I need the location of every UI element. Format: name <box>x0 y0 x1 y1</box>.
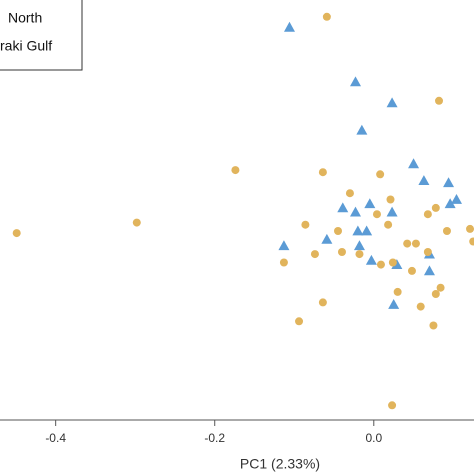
point <box>322 12 331 21</box>
point <box>386 206 398 217</box>
point <box>352 225 364 236</box>
point <box>295 317 304 326</box>
x-tick-label: -0.4 <box>45 431 66 445</box>
point <box>403 239 412 248</box>
legend-box <box>0 0 83 71</box>
point <box>423 265 435 276</box>
point <box>444 198 456 209</box>
point <box>278 240 290 251</box>
point <box>318 168 327 177</box>
point <box>364 198 376 209</box>
point <box>435 96 444 105</box>
point <box>334 227 343 235</box>
point <box>376 170 385 179</box>
x-tick-label: 0.0 <box>365 431 382 445</box>
point <box>337 202 349 213</box>
point <box>423 248 432 256</box>
point <box>376 260 385 269</box>
point <box>388 401 397 410</box>
point <box>301 220 310 229</box>
point <box>466 224 474 233</box>
point <box>388 299 400 309</box>
point <box>388 258 397 267</box>
x-tick-label: -0.2 <box>204 431 225 445</box>
point <box>411 239 420 248</box>
point <box>231 166 240 175</box>
point <box>431 203 440 212</box>
point <box>429 321 438 330</box>
legend-label: North <box>8 10 42 26</box>
point <box>451 194 463 204</box>
legend-label: raki Gulf <box>0 38 52 54</box>
point <box>356 124 368 135</box>
point <box>310 250 319 259</box>
point <box>12 229 21 238</box>
point <box>321 233 333 244</box>
point <box>408 158 420 169</box>
point <box>345 189 354 198</box>
point <box>350 206 361 217</box>
point <box>407 266 416 275</box>
x-axis-title: PC1 (2.33%) <box>240 456 320 472</box>
point <box>469 237 474 246</box>
point <box>386 97 398 108</box>
point <box>337 248 346 256</box>
point <box>386 195 395 204</box>
point <box>443 177 455 188</box>
point <box>318 298 327 307</box>
point <box>416 302 425 311</box>
point <box>132 218 141 227</box>
point <box>423 210 432 219</box>
point <box>436 283 445 292</box>
point <box>384 220 393 229</box>
point <box>442 227 451 235</box>
point <box>283 21 295 32</box>
point <box>361 225 373 236</box>
point <box>391 259 403 269</box>
point <box>372 210 381 219</box>
point <box>365 254 377 265</box>
point <box>279 258 288 267</box>
point <box>353 240 365 251</box>
point <box>418 175 430 185</box>
point <box>350 76 361 87</box>
point <box>431 290 440 298</box>
point <box>355 250 364 259</box>
point <box>393 287 402 296</box>
